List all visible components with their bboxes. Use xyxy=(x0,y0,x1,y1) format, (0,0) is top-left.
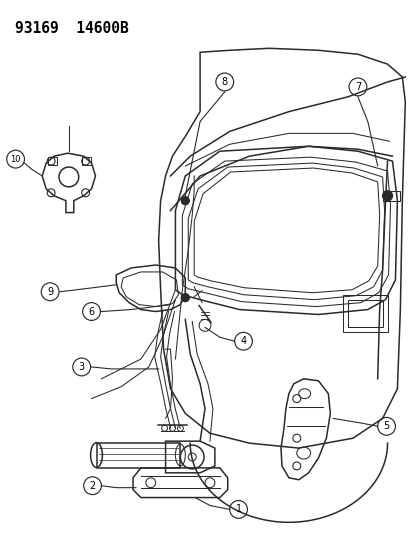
Text: 9: 9 xyxy=(47,287,53,297)
Text: 3: 3 xyxy=(78,362,85,372)
Bar xyxy=(347,300,382,327)
Bar xyxy=(342,295,387,332)
Text: 1: 1 xyxy=(235,504,241,514)
Bar xyxy=(48,157,57,165)
Text: 5: 5 xyxy=(382,421,389,431)
Circle shape xyxy=(382,191,392,201)
Text: 8: 8 xyxy=(221,77,227,87)
Bar xyxy=(96,443,180,468)
Circle shape xyxy=(181,197,189,205)
Circle shape xyxy=(181,294,189,302)
Text: 93169  14600B: 93169 14600B xyxy=(14,21,128,36)
Bar xyxy=(382,191,399,201)
Text: 10: 10 xyxy=(10,155,21,164)
Bar xyxy=(81,157,90,165)
Text: 6: 6 xyxy=(88,306,95,317)
Text: 4: 4 xyxy=(240,336,246,346)
Text: 7: 7 xyxy=(354,82,360,92)
Text: 2: 2 xyxy=(89,481,95,491)
